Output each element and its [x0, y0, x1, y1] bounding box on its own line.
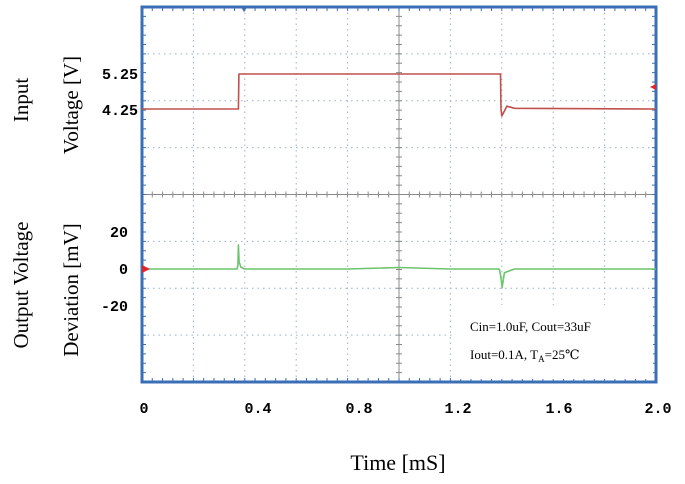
top-ylabel-line1: Input: [9, 78, 33, 122]
bottom-ytick-label: -20: [101, 299, 128, 316]
annotation-line1: Cin=1.0uF, Cout=33uF: [470, 319, 591, 334]
xtick-label: 0.8: [345, 401, 372, 418]
top-ytick-label: 4.25: [102, 103, 138, 120]
plot-frame: [140, 5, 658, 384]
xtick-label: 2.0: [644, 401, 671, 418]
annotation-line2-prefix: Iout=0.1A, T: [470, 347, 538, 362]
channel-ground-marker: [142, 265, 150, 273]
bottom-ylabel-line2: Deviation [mV]: [59, 223, 83, 357]
trigger-position-marker: [241, 7, 247, 12]
trigger-level-marker: [650, 84, 656, 90]
top-ylabel-line2: Voltage [V]: [59, 56, 83, 154]
bottom-ytick-label: 0: [119, 262, 128, 279]
annotation-line2: Iout=0.1A, TA=25℃: [470, 347, 580, 364]
xtick-label: 0: [139, 401, 148, 418]
xtick-label: 0.4: [244, 401, 271, 418]
xtick-label: 1.6: [545, 401, 572, 418]
bottom-ylabel-line1: Output Voltage: [9, 222, 33, 349]
top-ytick-label: 5.25: [102, 67, 138, 84]
x-axis-label: Time [mS]: [350, 450, 445, 475]
output-deviation-trace: [142, 244, 656, 289]
markers: [142, 7, 656, 273]
traces: [142, 73, 657, 289]
annotation-line2-sub: A: [538, 354, 545, 364]
annotation-line2-suffix: =25℃: [545, 347, 580, 362]
annotation-box: [455, 305, 653, 379]
bottom-ytick-label: 20: [110, 225, 128, 242]
xtick-label: 1.2: [444, 401, 471, 418]
input-voltage-trace: [142, 73, 657, 117]
